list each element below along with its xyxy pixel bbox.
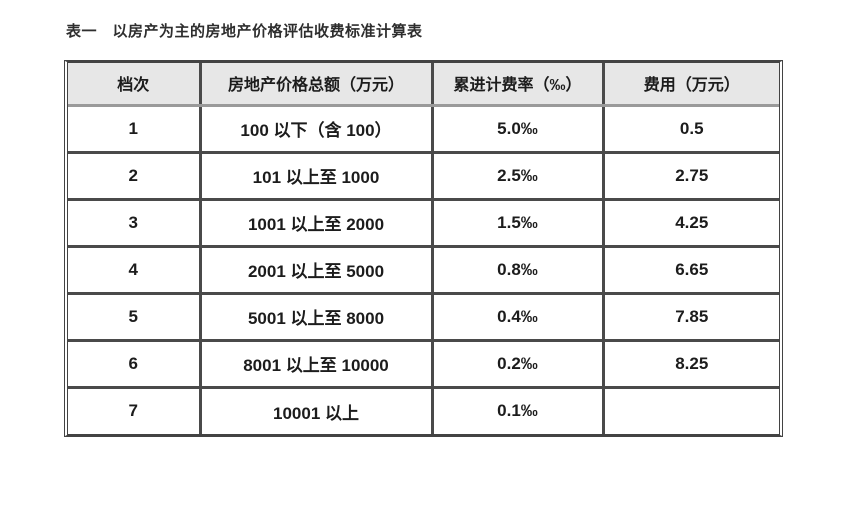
content-area: 表一 以房产为主的房地产价格评估收费标准计算表 档次 房地产价格总额（万元） 累进计… (64, 23, 783, 437)
table-row: 3 1001 以上至 2000 1.5‰ 4.25 (68, 197, 779, 248)
table-row: 6 8001 以上至 10000 0.2‰ 8.25 (68, 338, 779, 389)
table-cell: 5001 以上至 8000 (198, 291, 434, 342)
table-row: 1 100 以下（含 100） 5.0‰ 0.5 (68, 103, 779, 154)
table-cell: 2 (68, 150, 202, 201)
fee-table-border: 档次 房地产价格总额（万元） 累进计费率（‰） 费用（万元） 1 100 以下（含 10… (64, 60, 783, 437)
table-cell: 8.25 (601, 338, 779, 389)
table-cell: 5.0‰ (430, 103, 605, 154)
table-cell: 0.8‰ (430, 244, 605, 295)
column-header: 累进计费率（‰） (430, 63, 605, 107)
table-cell: 2.5‰ (430, 150, 605, 201)
table-cell: 101 以上至 1000 (198, 150, 434, 201)
table-cell: 4.25 (601, 197, 779, 248)
table-cell: 6.65 (601, 244, 779, 295)
table-cell: 5 (68, 291, 202, 342)
column-header: 费用（万元） (601, 63, 779, 107)
table-cell: 3 (68, 197, 202, 248)
table-cell: 1.5‰ (430, 197, 605, 248)
table-cell: 6 (68, 338, 202, 389)
table-cell: 7.85 (601, 291, 779, 342)
table-row: 5 5001 以上至 8000 0.4‰ 7.85 (68, 291, 779, 342)
page-title: 表一 以房产为主的房地产价格评估收费标准计算表 (66, 23, 423, 40)
table-cell: 0.2‰ (430, 338, 605, 389)
table-row: 2 101 以上至 1000 2.5‰ 2.75 (68, 150, 779, 201)
table-row: 7 10001 以上 0.1‰ (68, 385, 779, 434)
table-header: 档次 房地产价格总额（万元） 累进计费率（‰） 费用（万元） (68, 63, 779, 107)
header-row: 档次 房地产价格总额（万元） 累进计费率（‰） 费用（万元） (68, 63, 779, 107)
table-cell: 2.75 (601, 150, 779, 201)
table-cell: 7 (68, 385, 202, 434)
fee-table: 档次 房地产价格总额（万元） 累进计费率（‰） 费用（万元） 1 100 以下（含 10… (68, 63, 779, 434)
table-cell: 100 以下（含 100） (198, 103, 434, 154)
table-cell: 0.1‰ (430, 385, 605, 434)
table-body: 1 100 以下（含 100） 5.0‰ 0.5 2 101 以上至 1000 2.5‰ 2.… (68, 103, 779, 434)
table-cell: 10001 以上 (198, 385, 434, 434)
table-cell: 8001 以上至 10000 (198, 338, 434, 389)
column-header: 档次 (68, 63, 202, 107)
table-cell: 2001 以上至 5000 (198, 244, 434, 295)
table-cell: 4 (68, 244, 202, 295)
table-cell: 0.5 (601, 103, 779, 154)
table-cell (601, 385, 779, 434)
column-header: 房地产价格总额（万元） (198, 63, 434, 107)
table-cell: 0.4‰ (430, 291, 605, 342)
table-cell: 1001 以上至 2000 (198, 197, 434, 248)
table-row: 4 2001 以上至 5000 0.8‰ 6.65 (68, 244, 779, 295)
table-cell: 1 (68, 103, 202, 154)
